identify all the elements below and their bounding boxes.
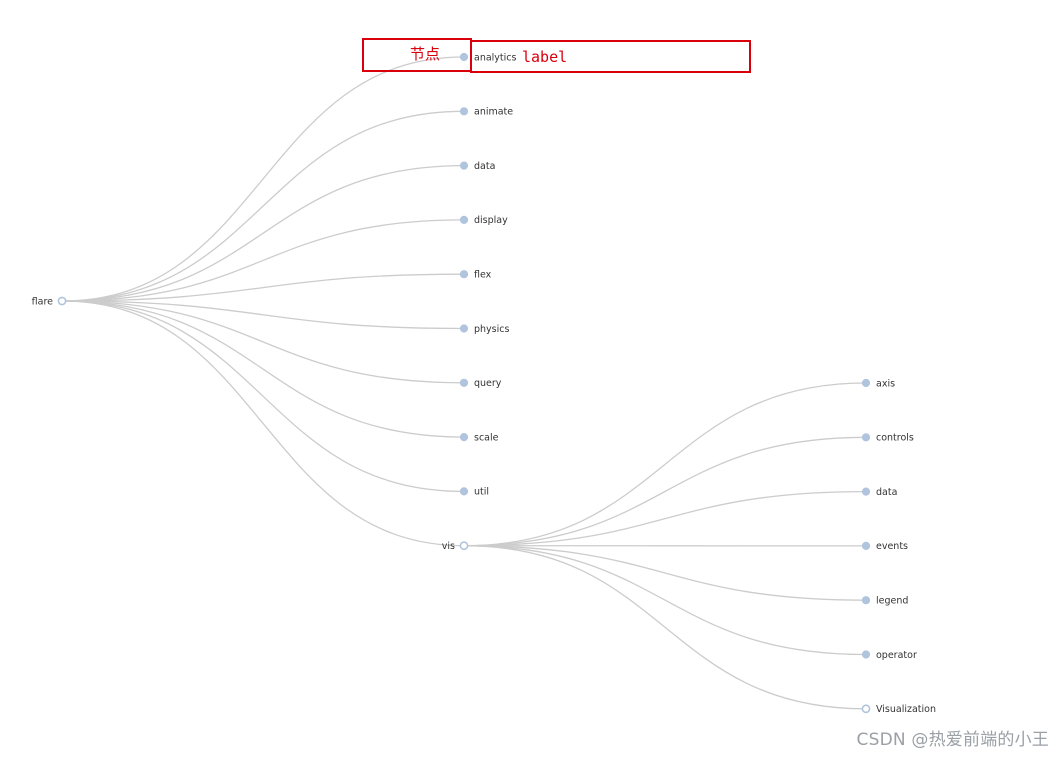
tree-node-root[interactable]: flare xyxy=(32,296,67,307)
link-vis-axis xyxy=(463,382,867,547)
tree-node-vis-controls-symbol[interactable] xyxy=(861,433,871,442)
tree-node-vis-data-symbol[interactable] xyxy=(861,487,871,496)
tree-node-data-label: data xyxy=(474,161,495,172)
tree-node-vis-visualization-symbol[interactable] xyxy=(861,704,871,714)
tree-node-query-symbol[interactable] xyxy=(459,378,469,387)
tree-node-analytics-label: analytics xyxy=(474,52,517,63)
tree-node-display-label: display xyxy=(474,215,508,226)
tree-node-vis-operator-symbol[interactable] xyxy=(861,650,871,659)
link-flare-analytics xyxy=(61,56,465,302)
link-flare-vis xyxy=(61,300,465,547)
annotation-label-box xyxy=(470,40,751,73)
tree-node-display[interactable]: display xyxy=(459,215,508,226)
nodes-layer: flare analytics animate data display flex phys… xyxy=(32,52,936,715)
tree-node-display-symbol[interactable] xyxy=(459,215,469,224)
link-flare-util xyxy=(61,300,465,493)
tree-node-vis-events-label: events xyxy=(876,541,908,552)
tree-node-vis-controls-label: controls xyxy=(876,433,914,444)
tree-node-scale[interactable]: scale xyxy=(459,432,499,443)
link-flare-data xyxy=(61,164,465,302)
tree-node-data[interactable]: data xyxy=(459,161,495,172)
tree-node-vis-visualization[interactable]: Visualization xyxy=(861,704,936,715)
annotation-label-text: label xyxy=(522,48,567,66)
link-vis-legend xyxy=(463,545,867,601)
link-flare-physics xyxy=(61,300,465,330)
annotation-label-box-group: label xyxy=(470,40,751,73)
tree-node-vis-axis-label: axis xyxy=(876,378,895,389)
tree-node-physics[interactable]: physics xyxy=(459,324,509,335)
tree-node-scale-symbol[interactable] xyxy=(459,433,469,442)
tree-node-flex-symbol[interactable] xyxy=(459,270,469,279)
link-flare-query xyxy=(61,300,465,384)
tree-node-vis-operator-label: operator xyxy=(876,650,917,661)
tree-node-analytics[interactable]: analytics xyxy=(459,52,517,63)
tree-node-root-symbol[interactable] xyxy=(57,296,67,306)
link-flare-flex xyxy=(61,273,465,302)
tree-node-root-label: flare xyxy=(32,296,54,307)
link-flare-scale xyxy=(61,300,465,438)
tree-node-physics-symbol[interactable] xyxy=(459,324,469,333)
tree-node-util[interactable]: util xyxy=(459,487,489,498)
tree-node-vis-operator[interactable]: operator xyxy=(861,650,917,661)
tree-node-animate-label: animate xyxy=(474,107,513,118)
tree-node-query-label: query xyxy=(474,378,502,389)
tree-node-animate-symbol[interactable] xyxy=(459,107,469,116)
tree-node-flex[interactable]: flex xyxy=(459,270,492,281)
link-vis-data xyxy=(463,490,867,547)
tree-node-vis-symbol[interactable] xyxy=(459,541,469,551)
link-flare-animate xyxy=(61,110,465,302)
annotation-node-box-group: 节点 xyxy=(362,38,472,72)
tree-node-animate[interactable]: animate xyxy=(459,107,513,118)
tree-node-vis-label: vis xyxy=(442,541,455,552)
tree-node-vis-data-label: data xyxy=(876,487,897,498)
links-layer xyxy=(61,56,867,710)
tree-node-vis-legend-symbol[interactable] xyxy=(861,596,871,605)
tree-node-vis-axis-symbol[interactable] xyxy=(861,378,871,388)
tree-node-vis-events-symbol[interactable] xyxy=(861,541,871,551)
tree-node-flex-label: flex xyxy=(474,270,492,281)
tree-node-scale-label: scale xyxy=(474,432,499,443)
link-vis-operator xyxy=(463,545,867,656)
tree-node-analytics-symbol[interactable] xyxy=(459,52,469,62)
tree-node-util-label: util xyxy=(474,487,489,498)
tree-node-vis-legend[interactable]: legend xyxy=(861,596,908,607)
tree-node-vis-visualization-label: Visualization xyxy=(876,704,936,715)
tree-node-vis-events[interactable]: events xyxy=(861,541,908,552)
tree-node-util-symbol[interactable] xyxy=(459,487,469,496)
tree-node-vis-data[interactable]: data xyxy=(861,487,897,498)
tree-node-vis[interactable]: vis xyxy=(442,541,469,552)
tree-node-query[interactable]: query xyxy=(459,378,502,389)
link-vis-visualization xyxy=(463,545,867,710)
annotation-node-label: 节点 xyxy=(410,45,440,63)
tree-node-vis-legend-label: legend xyxy=(876,596,908,607)
link-flare-display xyxy=(61,219,465,302)
tree-node-data-symbol[interactable] xyxy=(459,161,469,170)
watermark: CSDN @热爱前端的小王 xyxy=(856,730,1049,750)
tree-node-vis-controls[interactable]: controls xyxy=(861,433,914,444)
link-vis-controls xyxy=(463,436,867,547)
tree-node-vis-axis[interactable]: axis xyxy=(861,378,895,389)
tree-node-physics-label: physics xyxy=(474,324,509,335)
